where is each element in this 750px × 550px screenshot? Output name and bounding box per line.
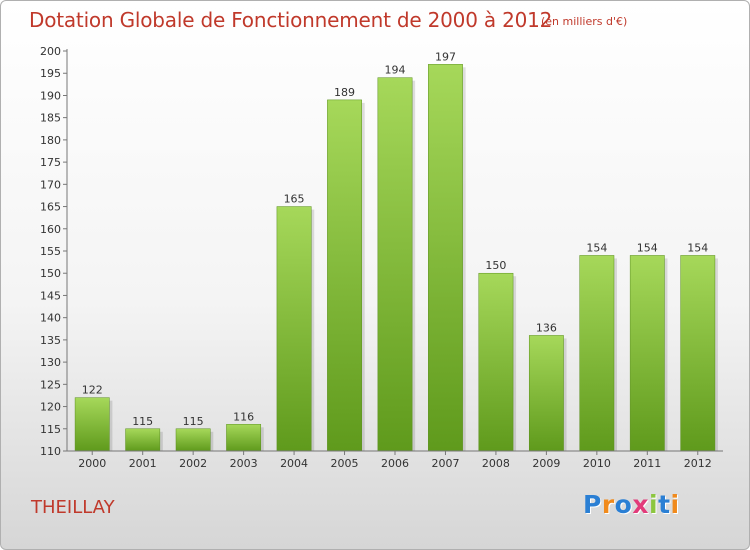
x-tick-label: 2007 [431, 457, 459, 470]
x-tick-label: 2003 [230, 457, 258, 470]
y-tick-label: 170 [40, 178, 61, 191]
logo-letter: o [614, 490, 633, 519]
data-label: 154 [637, 241, 658, 254]
y-tick-label: 135 [40, 334, 61, 347]
proxiti-logo: Proxiti [583, 490, 680, 519]
data-label: 154 [687, 241, 708, 254]
bar-2003 [226, 424, 262, 452]
bar-2010 [579, 255, 615, 452]
data-label: 115 [183, 415, 204, 428]
y-tick-label: 195 [40, 67, 61, 80]
data-label: 115 [132, 415, 153, 428]
y-tick-label: 120 [40, 401, 61, 414]
y-tick-label: 140 [40, 312, 61, 325]
data-label: 136 [536, 321, 557, 334]
bar-2002 [175, 428, 211, 452]
chart-subtitle: (en milliers d'€) [541, 15, 628, 28]
bar-2009 [528, 335, 564, 452]
x-tick-label: 2002 [179, 457, 207, 470]
x-tick-label: 2009 [532, 457, 560, 470]
bar-2008 [478, 272, 514, 452]
x-tick-label: 2004 [280, 457, 308, 470]
x-tick-label: 2010 [583, 457, 611, 470]
bar-2000 [74, 397, 110, 452]
logo-letter: t [658, 490, 671, 519]
data-label: 197 [435, 50, 456, 63]
x-tick-label: 2012 [684, 457, 712, 470]
bar-2004 [276, 206, 312, 452]
x-tick-label: 2006 [381, 457, 409, 470]
y-tick-label: 185 [40, 112, 61, 125]
y-tick-label: 180 [40, 134, 61, 147]
data-label: 116 [233, 410, 254, 423]
y-tick-label: 150 [40, 267, 61, 280]
logo-letter: i [649, 490, 659, 519]
data-label: 165 [284, 193, 305, 206]
bars: 122 115 115 116 165 189 194 197 150 136 154 154 154 [74, 50, 718, 452]
y-tick-label: 115 [40, 423, 61, 436]
y-tick-label: 110 [40, 445, 61, 458]
logo-letter: r [601, 490, 615, 519]
bar-2006 [377, 77, 413, 452]
data-label: 189 [334, 86, 355, 99]
place-name: THEILLAY [31, 497, 115, 518]
x-tick-label: 2008 [482, 457, 510, 470]
y-tick-label: 125 [40, 378, 61, 391]
y-tick-label: 155 [40, 245, 61, 258]
bar-2012 [680, 255, 716, 452]
chart-title: Dotation Globale de Fonctionnement de 20… [29, 8, 553, 32]
y-tick-label: 145 [40, 289, 61, 302]
bar-2011 [629, 255, 665, 452]
y-tick-label: 190 [40, 89, 61, 102]
y-tick-label: 160 [40, 223, 61, 236]
x-tick-label: 2005 [331, 457, 359, 470]
bar-2001 [125, 428, 161, 452]
y-axis: 110 115 120 125 130 135 140 145 150 155 160 165 170 1… [40, 45, 68, 458]
x-tick-label: 2001 [129, 457, 157, 470]
logo-letter: P [583, 490, 602, 519]
data-label: 154 [586, 241, 607, 254]
data-label: 194 [385, 64, 406, 77]
data-label: 122 [82, 384, 103, 397]
y-tick-label: 130 [40, 356, 61, 369]
logo-letter: i [670, 490, 680, 519]
data-label: 150 [485, 259, 506, 272]
y-tick-label: 165 [40, 201, 61, 214]
bar-2007 [428, 64, 463, 452]
y-tick-label: 175 [40, 156, 61, 169]
x-axis: 2000 2001 2002 2003 2004 2005 2006 2007 2008 2009… [67, 450, 723, 470]
y-tick-label: 200 [40, 45, 61, 58]
logo-letter: x [632, 490, 649, 519]
bar-2005 [327, 99, 362, 452]
x-tick-label: 2011 [633, 457, 661, 470]
x-tick-label: 2000 [78, 457, 106, 470]
